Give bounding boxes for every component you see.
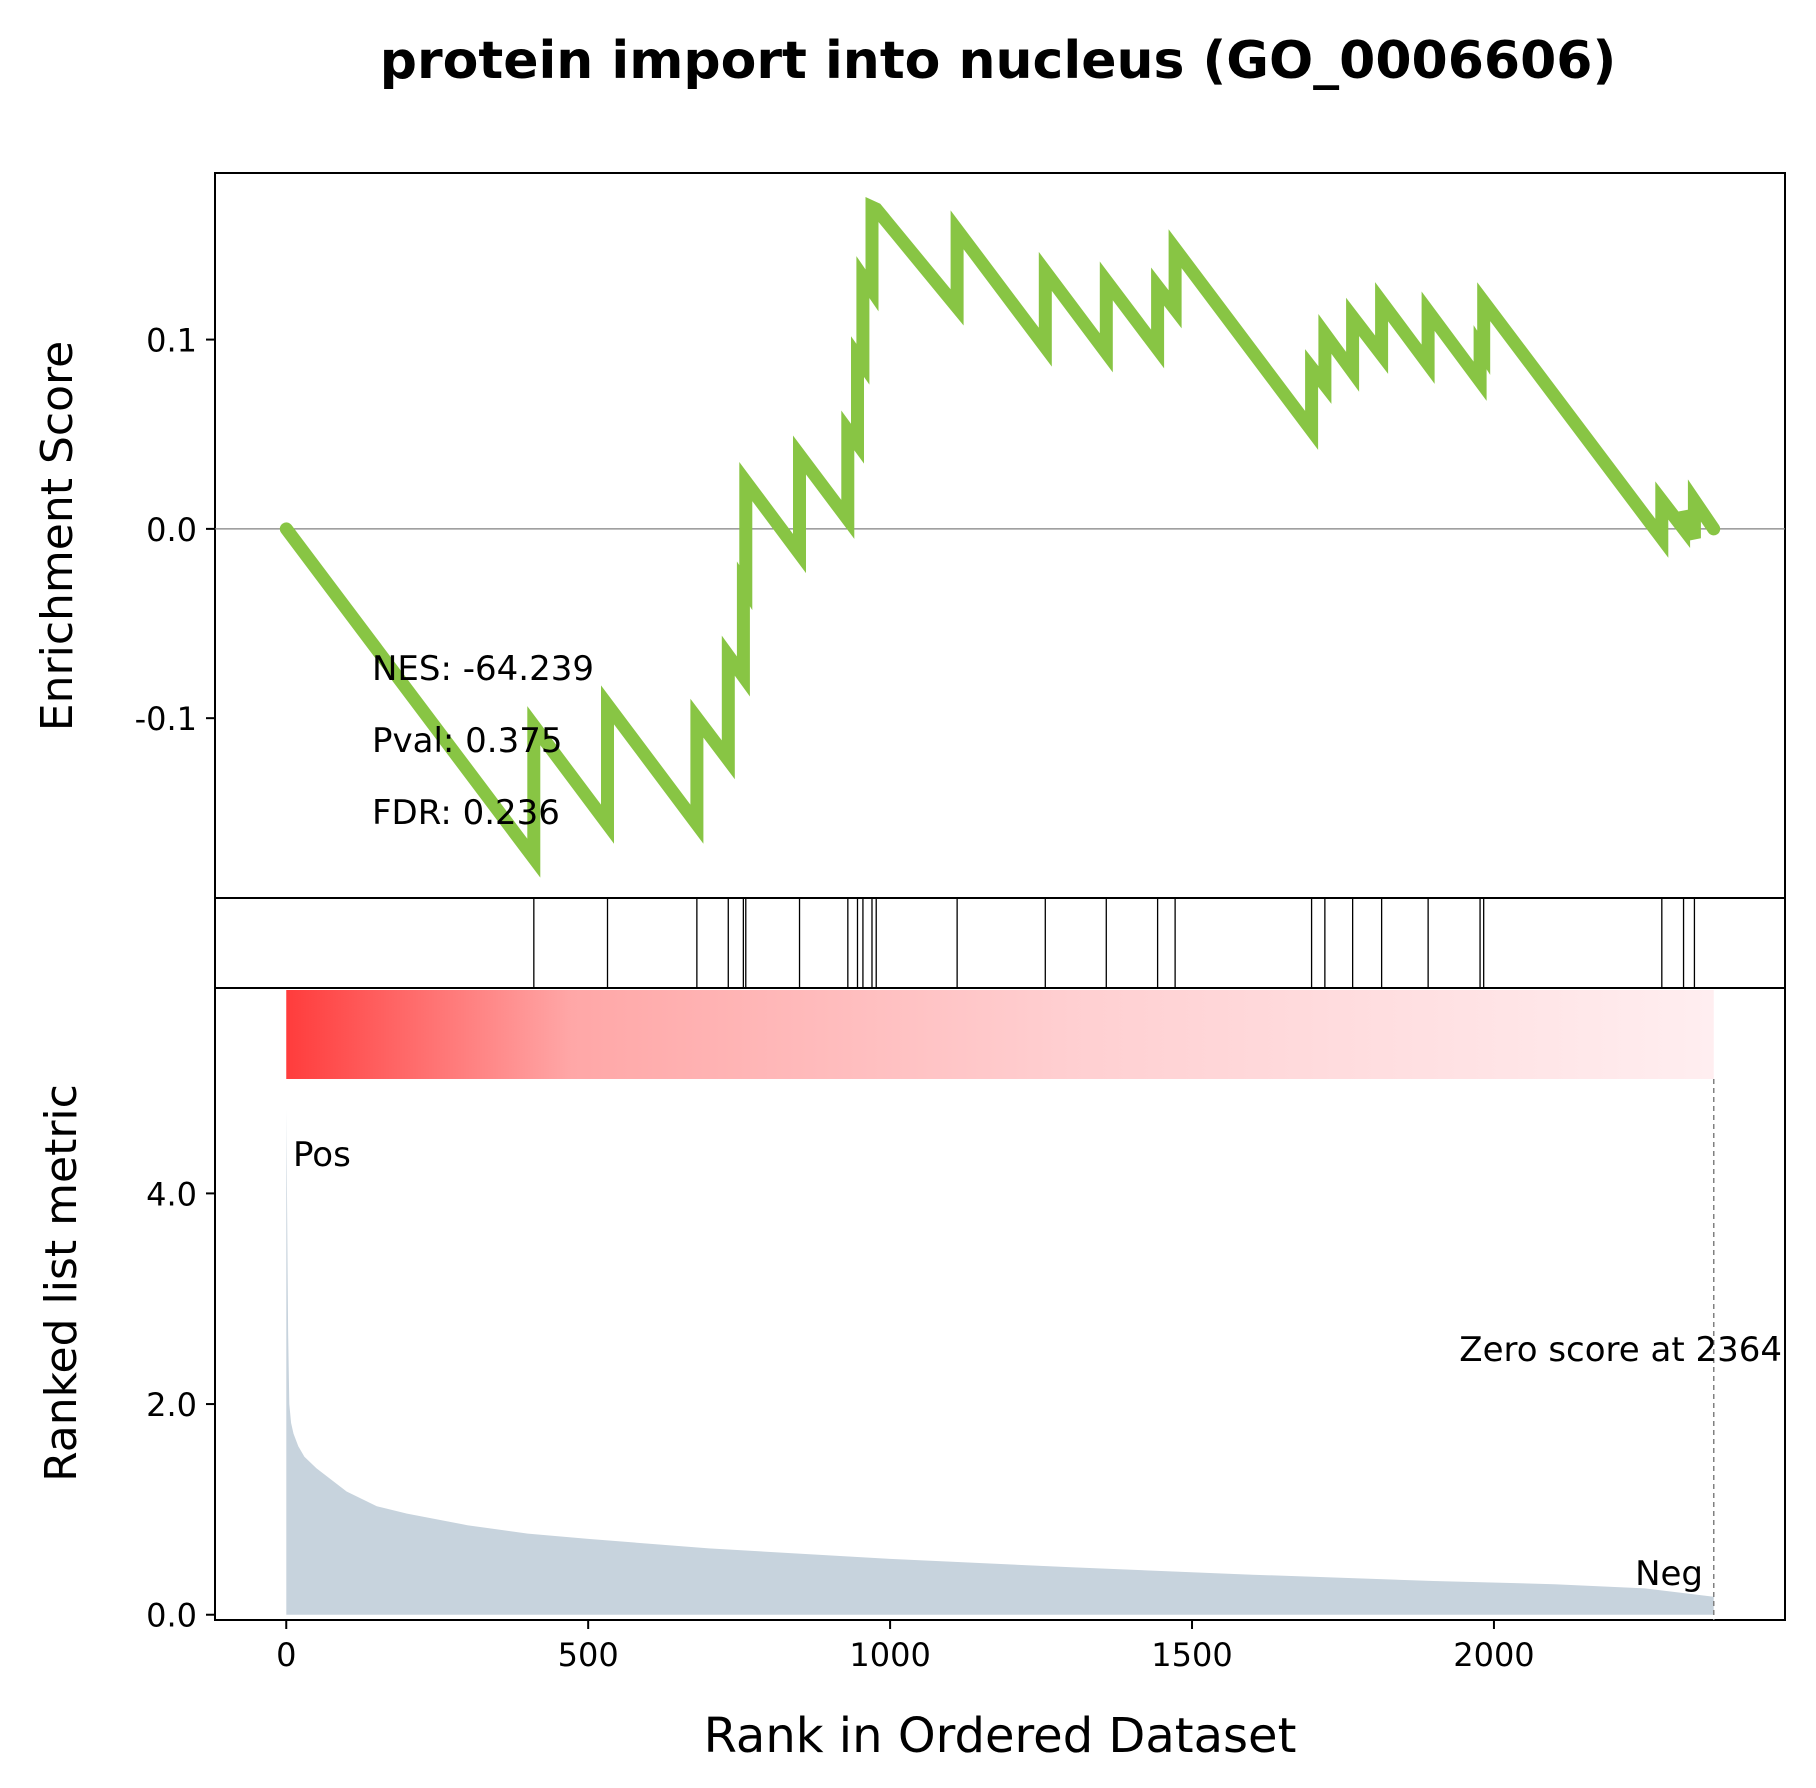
fdr-annotation: FDR: 0.236 <box>372 793 560 833</box>
enrichment-y-tick-label: 0.1 <box>146 322 197 360</box>
enrichment-score-line <box>279 197 1721 878</box>
nes-annotation: NES: -64.239 <box>372 649 594 689</box>
metric-y-tick-label: 0.0 <box>146 1597 197 1635</box>
ranked-metric-panel-frame <box>214 987 1786 1621</box>
pval-annotation: Pval: 0.375 <box>372 721 563 761</box>
chart-title: protein import into nucleus (GO_0006606) <box>380 31 1616 91</box>
pos-label: Pos <box>293 1135 351 1175</box>
metric-y-tick-label: 4.0 <box>146 1175 197 1213</box>
x-tick-label: 1500 <box>1151 1636 1232 1674</box>
enrichment-y-tick-label: -0.1 <box>135 700 197 738</box>
enrichment-y-axis-label: Enrichment Score <box>32 341 83 731</box>
hits-panel-frame <box>214 897 1786 989</box>
x-axis-label: Rank in Ordered Dataset <box>704 1708 1297 1764</box>
metric-y-ticks: 0.0 2.0 4.0 <box>146 1175 215 1635</box>
enrichment-panel: 0.1 0.0 -0.1 NES: -64.239 Pval: 0.375 FDR:… <box>32 172 1786 899</box>
ranked-metric-area <box>286 1109 1714 1615</box>
zero-score-label: Zero score at 2364 <box>1459 1330 1782 1370</box>
hits-panel <box>214 897 1786 989</box>
hit-markers <box>533 898 1696 988</box>
x-tick-label: 1000 <box>849 1636 930 1674</box>
ranked-metric-panel: 0.0 2.0 4.0 Pos Neg Zero score at 2364 Ran… <box>36 987 1786 1635</box>
ranked-metric-y-axis-label: Ranked list metric <box>36 1084 87 1482</box>
neg-label: Neg <box>1635 1554 1703 1594</box>
x-tick-label: 2000 <box>1453 1636 1534 1674</box>
enrichment-y-ticks: 0.1 0.0 -0.1 <box>135 322 215 738</box>
x-axis-ticks: 0 500 1000 1500 2000 <box>276 1620 1535 1674</box>
rank-heat-bar <box>286 990 1714 1079</box>
x-tick-label: 0 <box>276 1636 296 1674</box>
x-tick-label: 500 <box>558 1636 619 1674</box>
metric-y-tick-label: 2.0 <box>146 1386 197 1424</box>
enrichment-y-tick-label: 0.0 <box>146 511 197 549</box>
